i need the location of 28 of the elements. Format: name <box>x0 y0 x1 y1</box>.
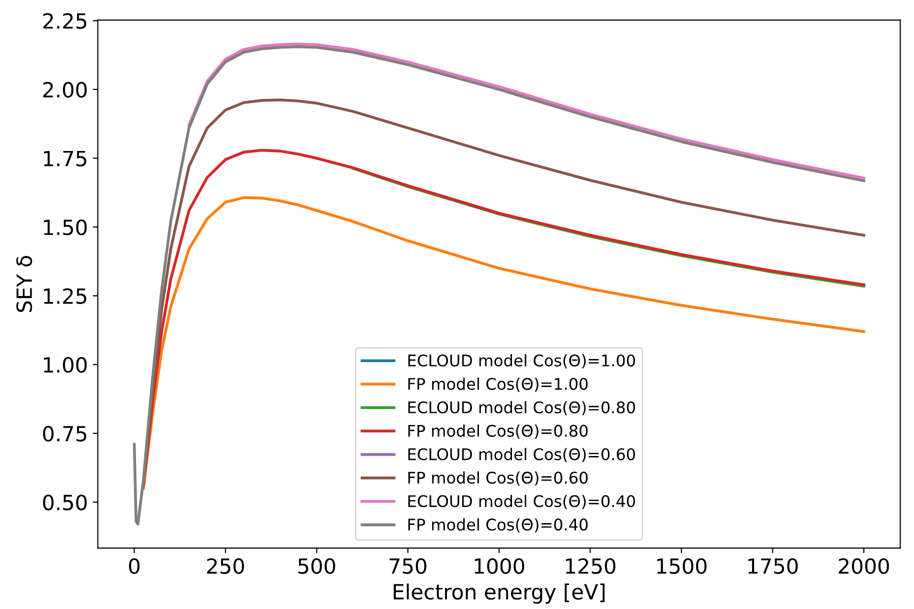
x-tick-label: 1250 <box>566 558 616 574</box>
x-tick-label: 2000 <box>838 558 889 574</box>
x-tick-label: 500 <box>298 558 336 574</box>
legend-label: ECLOUD model Cos(Θ)=0.60 <box>408 448 635 462</box>
y-axis-title: SEY δ <box>16 256 32 312</box>
legend-label: FP model Cos(Θ)=0.40 <box>408 518 588 533</box>
x-tick-label: 250 <box>207 558 244 574</box>
legend-label: FP model Cos(Θ)=0.80 <box>408 424 588 439</box>
y-tick-label: 2.00 <box>43 82 87 98</box>
y-tick-label: 1.75 <box>44 150 86 166</box>
y-tick-label: 2.25 <box>43 13 86 29</box>
legend-label: ECLOUD model Cos(Θ)=1.00 <box>408 354 635 368</box>
x-tick-label: 0 <box>129 558 140 574</box>
legend-label: FP model Cos(Θ)=1.00 <box>408 378 588 392</box>
y-tick-label: 1.00 <box>44 357 87 373</box>
x-tick-label: 1500 <box>657 558 707 574</box>
y-tick-label: 1.25 <box>44 288 86 304</box>
y-tick-label: 1.50 <box>44 219 87 236</box>
x-tick-label: 1000 <box>474 558 524 574</box>
legend-label: ECLOUD model Cos(Θ)=0.80 <box>408 401 635 416</box>
legend-label: ECLOUD model Cos(Θ)=0.40 <box>408 494 635 510</box>
x-axis-title: Electron energy [eV] <box>394 584 605 604</box>
line-series <box>188 42 866 180</box>
y-tick-label: 0.50 <box>43 494 87 510</box>
y-tick-label: 0.75 <box>43 426 86 442</box>
legend-label: FP model Cos(Θ)=0.60 <box>408 471 588 486</box>
x-tick-label: 750 <box>390 558 426 574</box>
x-tick-label: 1750 <box>748 558 798 574</box>
